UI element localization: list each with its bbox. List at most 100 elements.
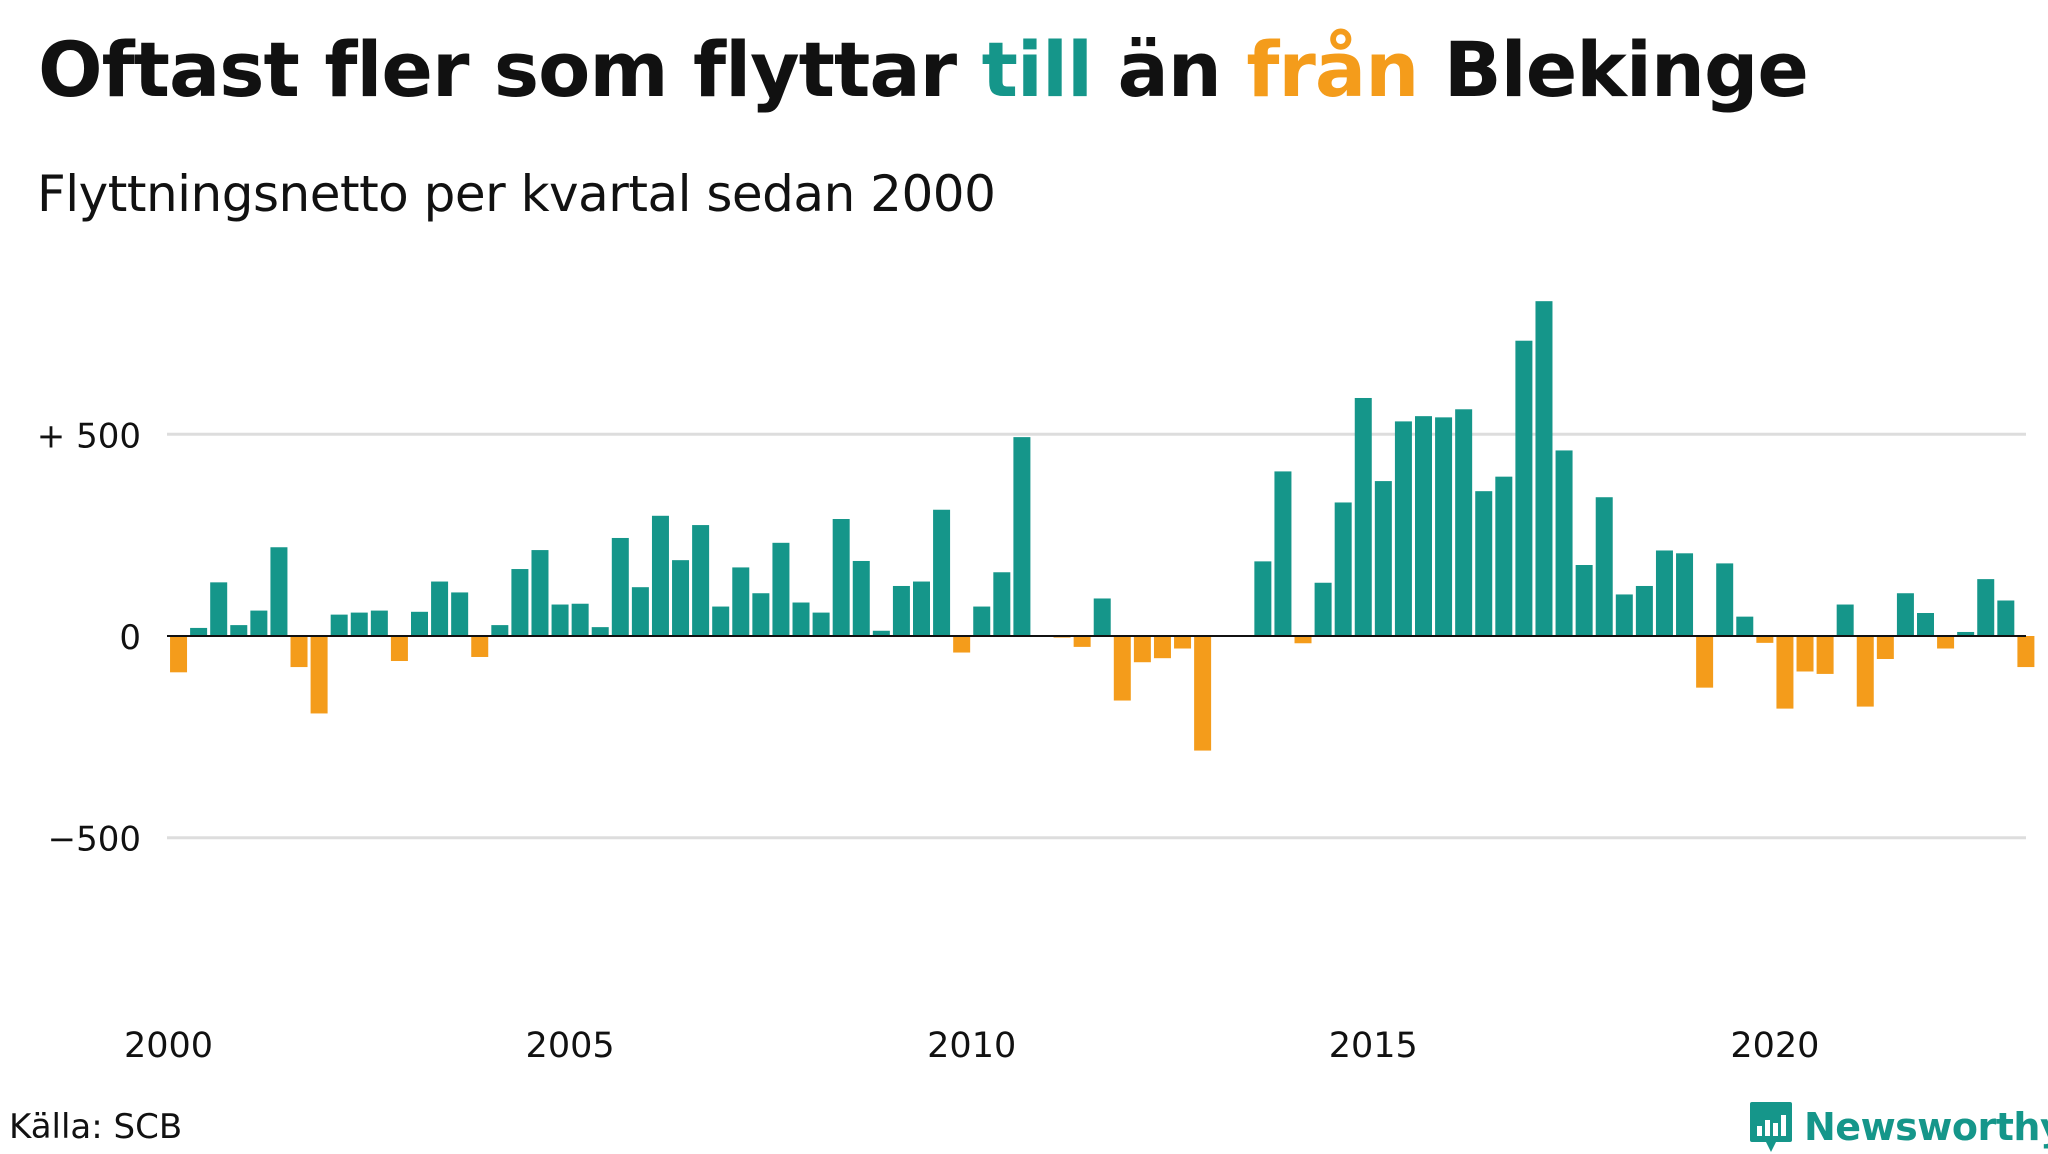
source-credit: Källa: SCB [9, 1107, 183, 1147]
bar-positive [1475, 491, 1493, 636]
bar-positive [973, 606, 991, 636]
bar-positive [330, 614, 348, 636]
title-part-2: än [1092, 25, 1247, 114]
y-tick-label: + 500 [37, 416, 141, 456]
bar-positive [1394, 421, 1412, 636]
bar-positive [872, 630, 890, 636]
gridlines [167, 432, 2026, 840]
newsworthy-logo-icon [1750, 1102, 1792, 1152]
bar-positive [933, 509, 951, 636]
bar-positive [892, 585, 910, 636]
bar-positive [1736, 616, 1754, 636]
bar-positive [752, 593, 770, 636]
bar-positive [1555, 450, 1573, 636]
chart-title: Oftast fler som flyttar till än från Ble… [38, 20, 1809, 120]
bar-negative [390, 636, 408, 662]
x-tick-label: 2015 [1329, 1026, 1418, 1066]
brand-logo[interactable]: Newsworthy [1748, 1100, 2048, 1154]
bar-positive [1997, 600, 2015, 636]
bar-positive [1515, 340, 1533, 636]
bar-negative [1194, 636, 1212, 751]
bar-positive [852, 560, 870, 636]
bar-positive [1334, 502, 1352, 636]
bar-positive [531, 550, 549, 636]
x-tick-label: 2000 [124, 1026, 213, 1066]
bar-positive [1354, 397, 1372, 636]
title-highlight-fran: från [1246, 25, 1419, 114]
bar-negative [290, 636, 308, 668]
bar-positive [732, 567, 750, 636]
bar-positive [1615, 594, 1633, 636]
bar-positive [672, 560, 690, 636]
bar-positive [1977, 579, 1995, 636]
bar-positive [1917, 613, 1934, 636]
x-tick-label: 2005 [526, 1026, 615, 1066]
bar-positive [1836, 604, 1854, 636]
bar-positive [1595, 497, 1613, 636]
bar-negative [1696, 636, 1714, 688]
bar-positive [712, 606, 730, 636]
bar-positive [913, 581, 930, 636]
bar-positive [591, 627, 609, 636]
title-part-3: Blekinge [1418, 25, 1809, 114]
bar-negative [1294, 636, 1312, 644]
bar-negative [1796, 636, 1814, 672]
bar-positive [1635, 585, 1653, 636]
bar-positive [491, 625, 509, 636]
bar-positive [1575, 565, 1593, 636]
bar-positive [1535, 301, 1553, 636]
bar-positive [551, 604, 569, 636]
bar-positive [250, 610, 268, 636]
y-axis-labels: + 500 0 −500 [37, 416, 141, 859]
bar-positive [792, 602, 810, 636]
bar-negative [2017, 636, 2035, 668]
bar-positive [210, 582, 228, 636]
x-axis-labels: 2000 2005 2010 2015 2020 [124, 1026, 1819, 1066]
bar-positive [431, 581, 449, 636]
bar-positive [451, 592, 469, 636]
bar-positive [1495, 476, 1513, 636]
bar-positive [1314, 582, 1332, 636]
bar-positive [1676, 553, 1694, 636]
bar-negative [1856, 636, 1874, 707]
x-tick-label: 2010 [927, 1026, 1016, 1066]
bar-positive [571, 603, 589, 636]
bar-negative [1876, 636, 1894, 659]
bar-positive [993, 572, 1011, 636]
bar-negative [310, 636, 328, 714]
bar-positive [190, 627, 208, 636]
bar-positive [1415, 416, 1432, 636]
bar-positive [230, 625, 248, 636]
y-tick-label: 0 [119, 618, 141, 658]
bar-negative [953, 636, 971, 653]
bar-negative [1776, 636, 1794, 709]
bar-positive [772, 542, 790, 636]
bar-positive [270, 547, 288, 636]
bar-positive [692, 525, 710, 636]
bar-positive [812, 612, 830, 636]
bar-negative [1174, 636, 1192, 649]
bar-negative [1073, 636, 1091, 647]
bar-positive [611, 537, 629, 636]
bar-negative [1756, 636, 1774, 643]
bar-positive [1093, 598, 1111, 636]
bar-positive [350, 612, 368, 636]
bar-negative [471, 636, 489, 657]
brand-name: Newsworthy [1804, 1105, 2048, 1149]
chart-subtitle: Flyttningsnetto per kvartal sedan 2000 [37, 165, 996, 223]
bar-positive [651, 515, 669, 636]
y-tick-label: −500 [48, 820, 141, 860]
bar-positive [1274, 471, 1292, 636]
bar-positive [1896, 593, 1914, 636]
bar-positive [1455, 409, 1473, 636]
bar-positive [1374, 481, 1392, 636]
bar-negative [1937, 636, 1955, 649]
title-highlight-till: till [981, 25, 1093, 114]
bar-negative [1133, 636, 1151, 663]
bar-positive [1254, 561, 1272, 636]
bar-positive [832, 519, 850, 636]
bar-positive [370, 610, 388, 636]
title-part-1: Oftast fler som flyttar [38, 25, 982, 114]
bar-negative [1153, 636, 1171, 659]
bar-positive [1655, 550, 1673, 636]
